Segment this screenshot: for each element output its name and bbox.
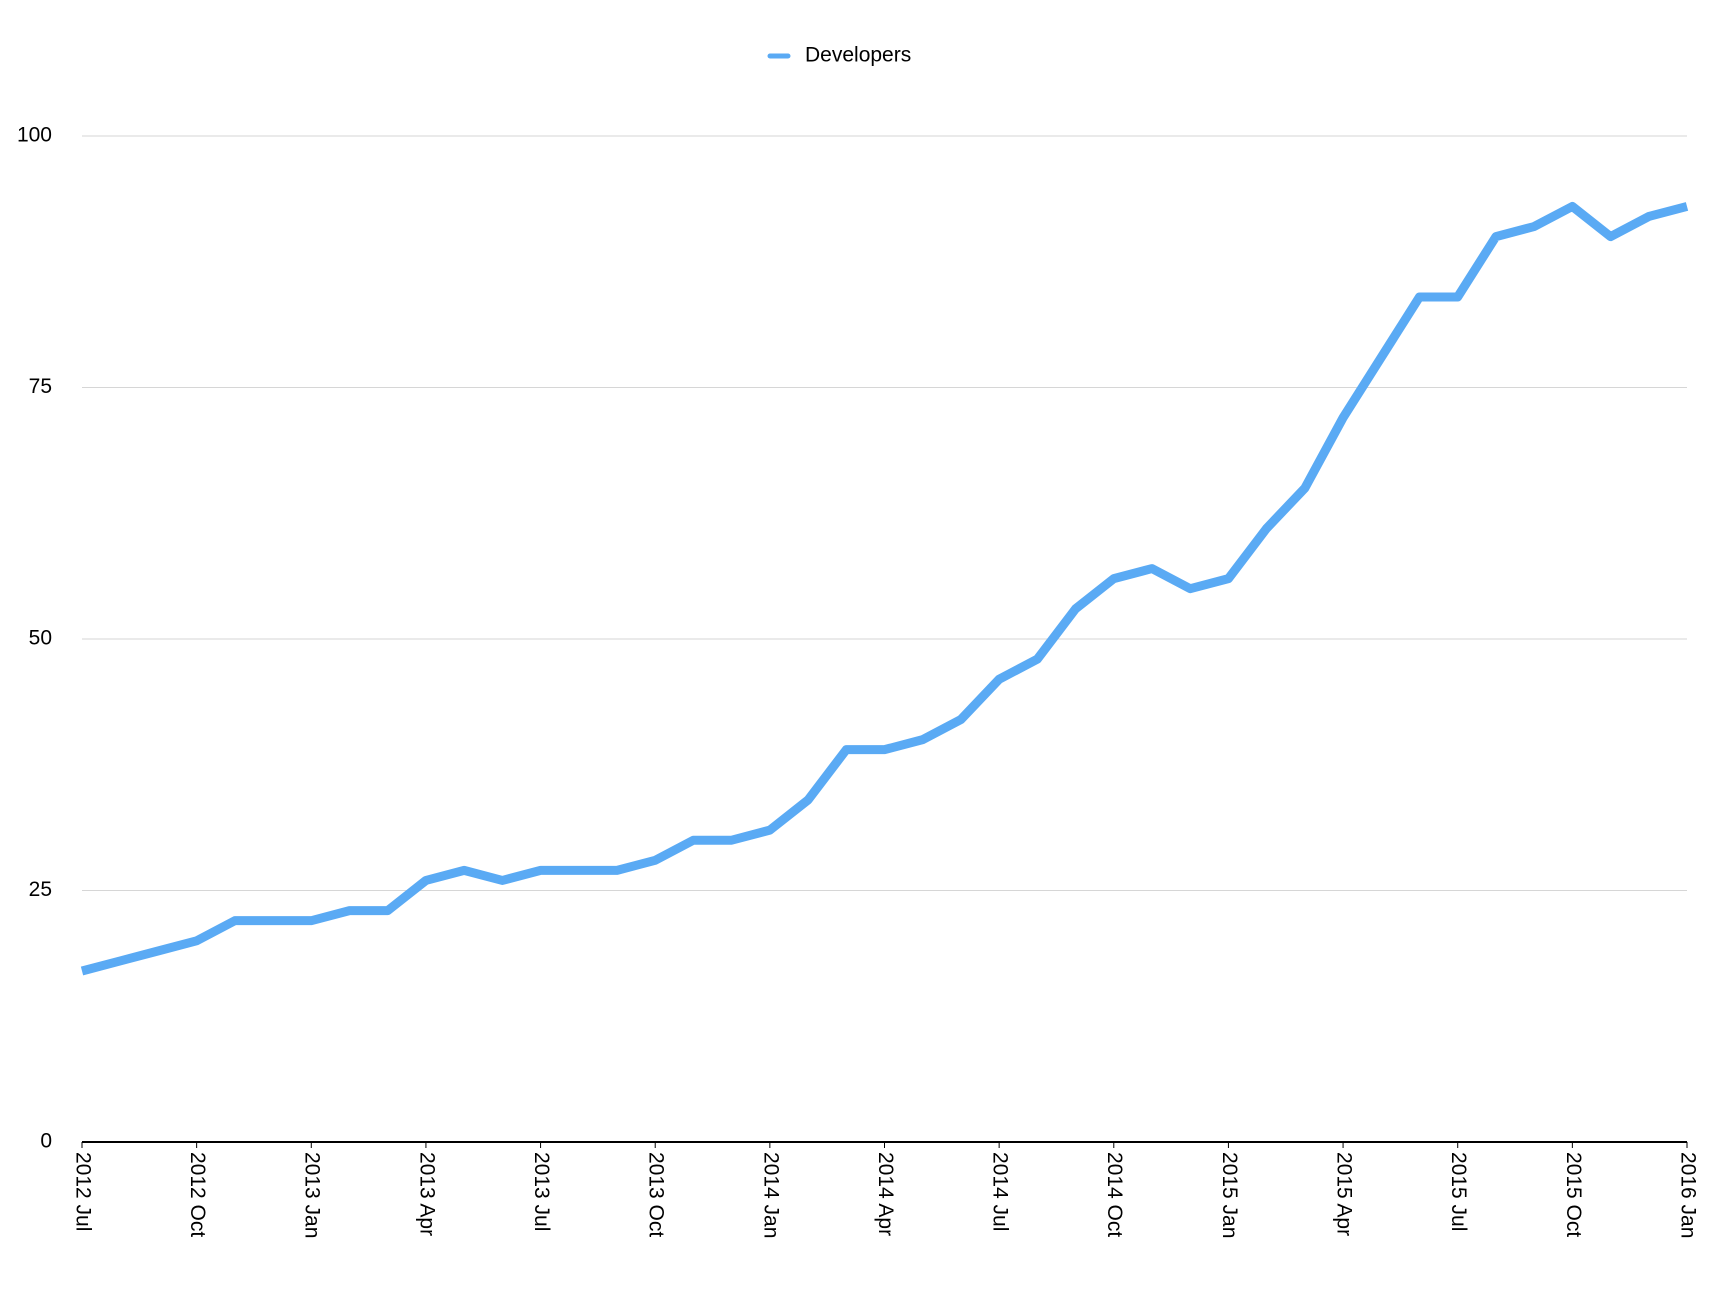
x-tick-label: 2015 Apr <box>1333 1152 1356 1236</box>
x-tick-label: 2015 Jan <box>1218 1152 1241 1238</box>
data-line <box>80 201 1689 976</box>
y-tick-label: 100 <box>17 124 52 147</box>
x-tick-label: 2016 Jan <box>1676 1152 1699 1238</box>
x-tick-label: 2015 Oct <box>1562 1152 1585 1237</box>
x-tick-label: 2014 Apr <box>874 1152 897 1236</box>
y-tick-label: 50 <box>29 627 52 650</box>
y-tick-label: 75 <box>29 375 52 398</box>
x-tick-label: 2013 Jul <box>530 1152 553 1231</box>
x-tick-label: 2013 Jan <box>301 1152 324 1238</box>
y-tick-label: 0 <box>40 1130 52 1153</box>
x-tick-label: 2014 Jul <box>989 1152 1012 1231</box>
x-tick-label: 2015 Jul <box>1447 1152 1470 1231</box>
legend-label: Developers <box>805 44 911 67</box>
x-tick-label: 2014 Jan <box>759 1152 782 1238</box>
x-tick-label: 2012 Oct <box>186 1152 209 1237</box>
x-tick-label: 2012 Jul <box>71 1152 94 1231</box>
x-tick-label: 2013 Oct <box>645 1152 668 1237</box>
x-tick-label: 2014 Oct <box>1103 1152 1126 1237</box>
y-tick-label: 25 <box>29 878 52 901</box>
x-tick-label: 2013 Apr <box>415 1152 438 1236</box>
